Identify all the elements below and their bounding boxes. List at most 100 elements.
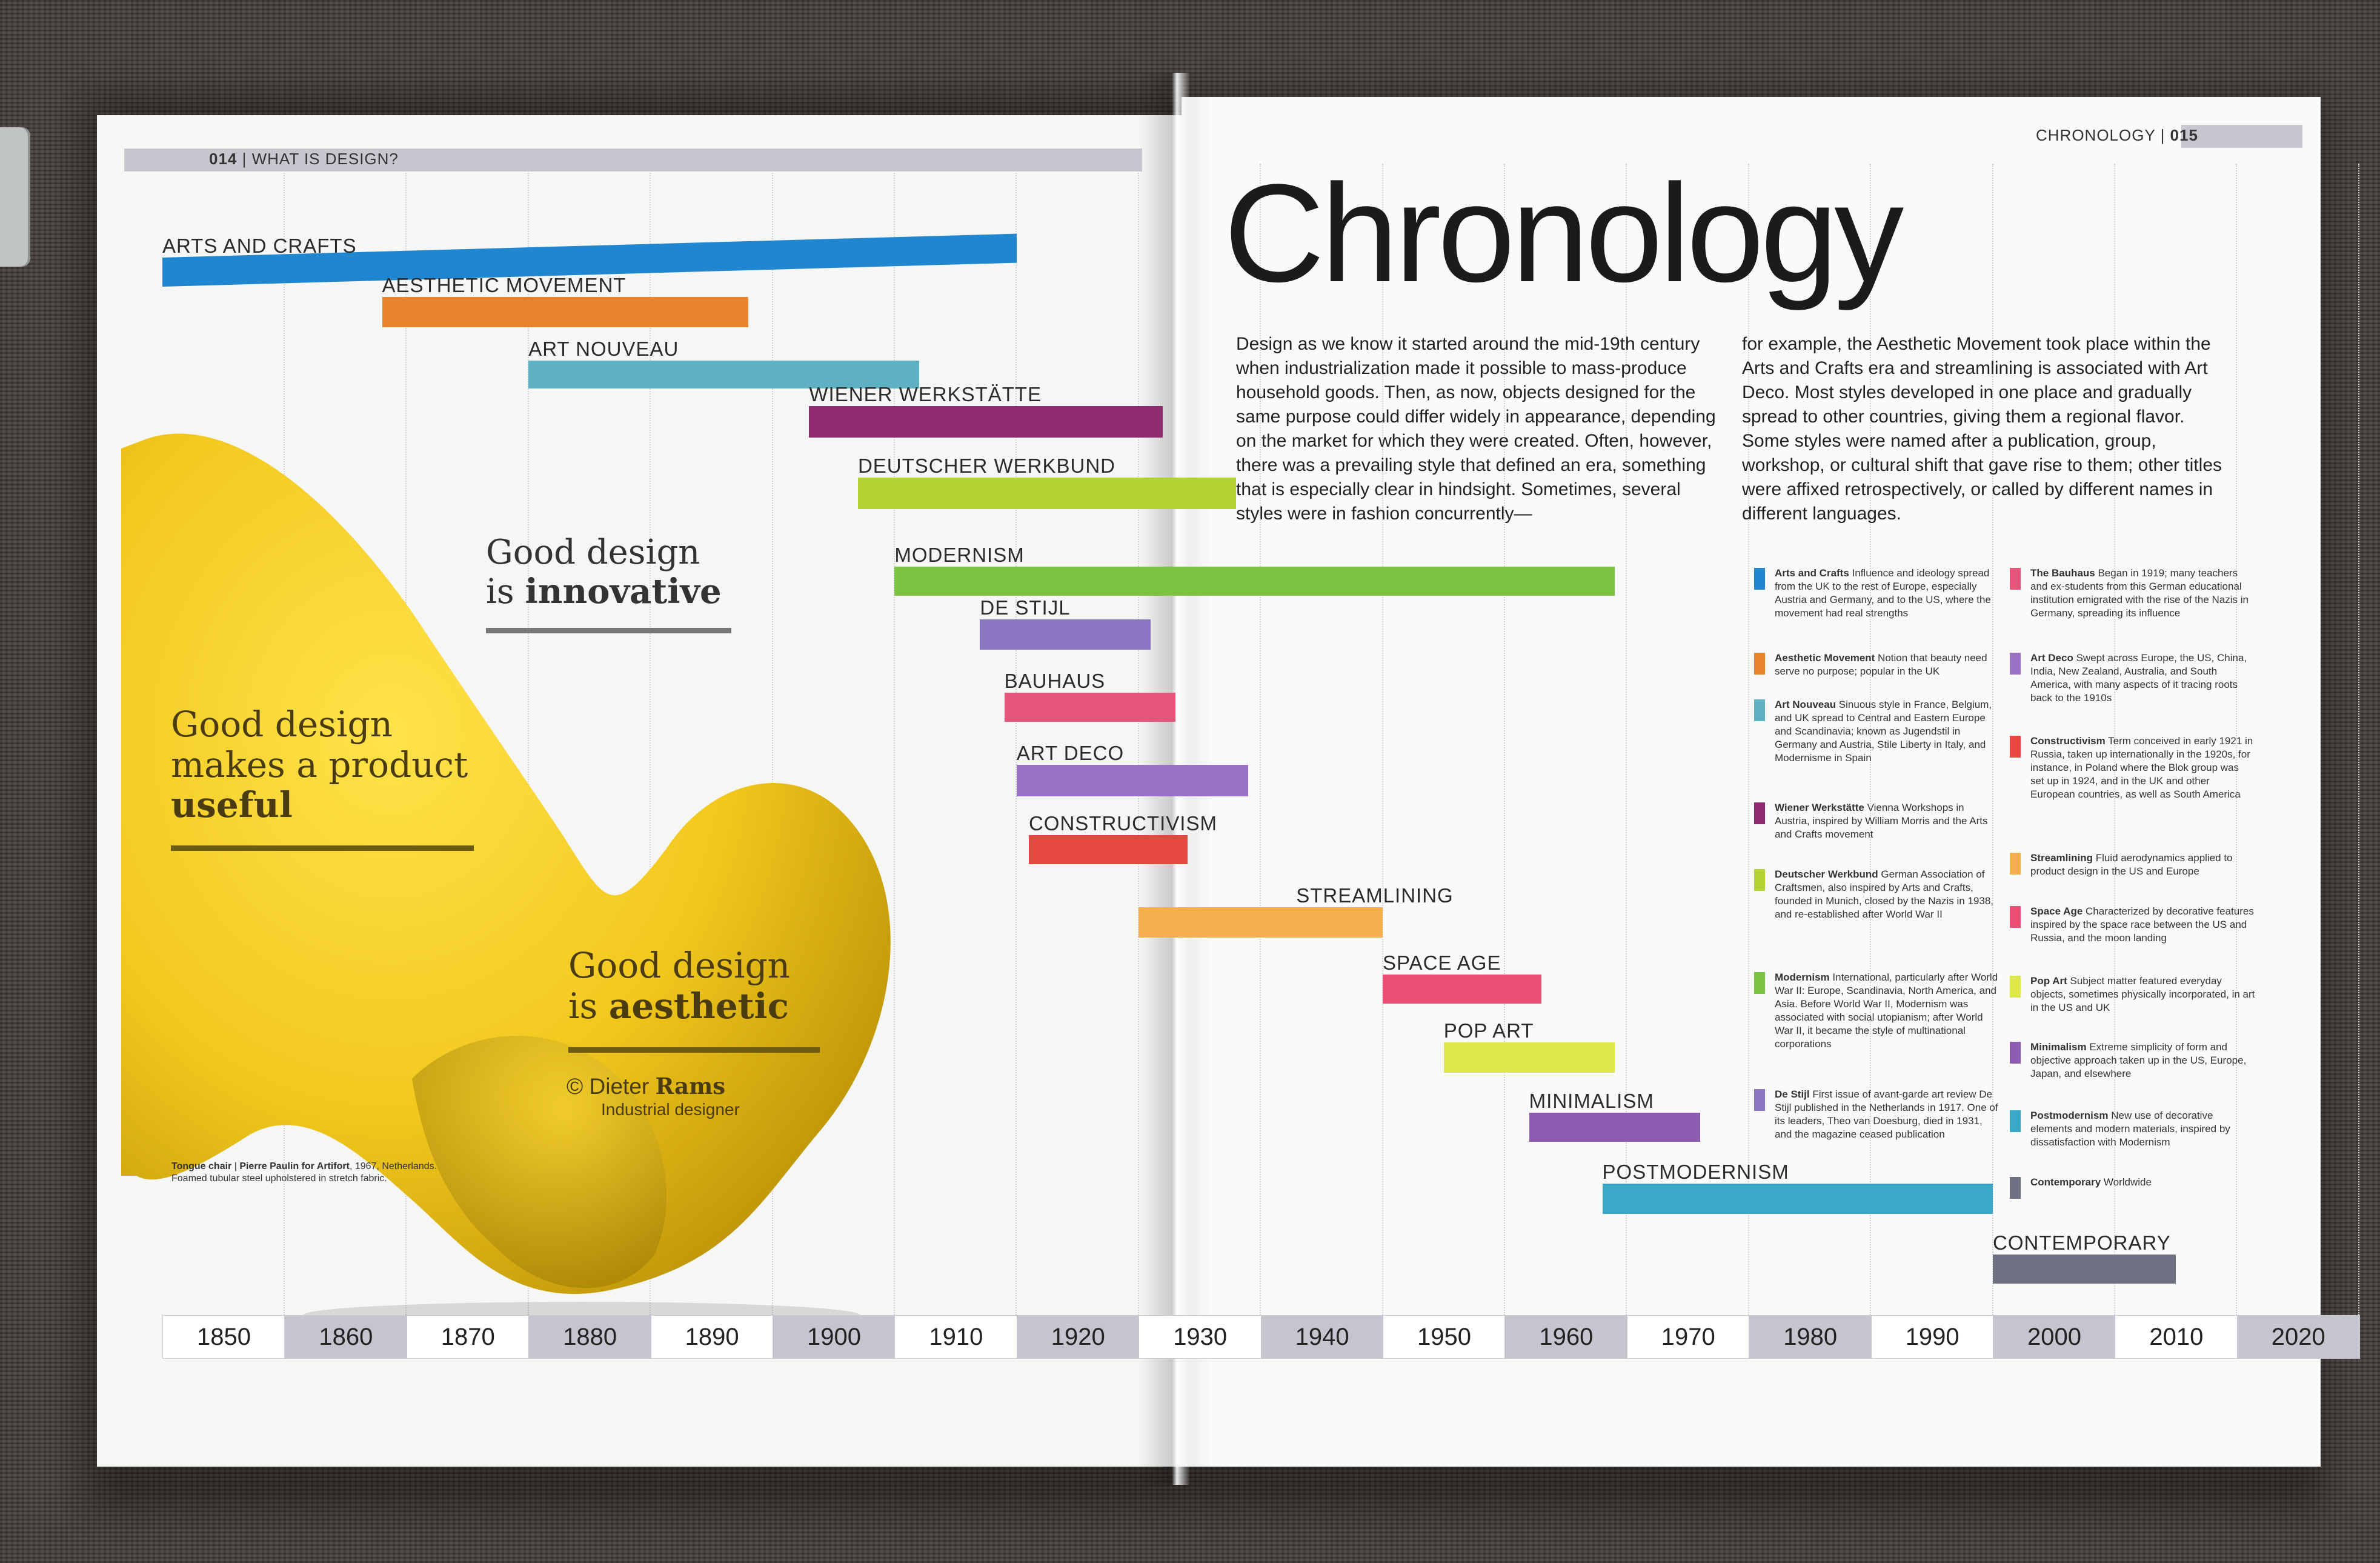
movement-bar xyxy=(809,406,1163,438)
legend-text: Modernism International, particularly af… xyxy=(1775,971,1998,1050)
quote-innovative-line2: is innovative xyxy=(486,572,722,612)
movement-bar xyxy=(1383,975,1541,1004)
movement-bar xyxy=(894,567,1615,596)
legend-name: The Bauhaus xyxy=(2030,567,2095,579)
movement-label: ARTS AND CRAFTS xyxy=(162,235,357,257)
movement-label: ART DECO xyxy=(1016,742,1125,764)
movement-label: DE STIJL xyxy=(980,596,1071,619)
movement-bar xyxy=(980,619,1151,650)
decade-gridline xyxy=(1626,164,1627,1315)
legend-name: Pop Art xyxy=(2030,975,2067,987)
decade-gridline xyxy=(650,164,651,1315)
legend-item: Contemporary Worldwide xyxy=(2010,1176,2255,1199)
legend-text: Wiener Werkstätte Vienna Workshops in Au… xyxy=(1775,802,1988,840)
decade-label: 2020 xyxy=(2236,1315,2360,1359)
decade-label: 1890 xyxy=(650,1315,774,1359)
movement-label: SPACE AGE xyxy=(1383,951,1501,974)
decade-label: 1960 xyxy=(1504,1315,1628,1359)
quote-aesthetic-line2: is aesthetic xyxy=(568,985,790,1027)
legend-swatch xyxy=(2010,1177,2021,1199)
page-title: Chronology xyxy=(1224,155,1904,311)
legend-text: Space Age Characterized by decorative fe… xyxy=(2030,905,2254,944)
right-header: CHRONOLOGY | 015 xyxy=(2036,126,2198,144)
rule-innovative xyxy=(486,628,731,633)
legend-text: De Stijl First issue of avant-garde art … xyxy=(1775,1088,1998,1140)
decade-label: 1990 xyxy=(1870,1315,1994,1359)
decade-label: 1850 xyxy=(162,1315,285,1359)
legend-swatch xyxy=(2010,736,2021,758)
rule-aesthetic xyxy=(568,1047,820,1053)
legend-swatch xyxy=(2010,853,2021,875)
decade-label: 1940 xyxy=(1260,1315,1384,1359)
legend-name: Minimalism xyxy=(2030,1041,2087,1053)
rule-useful xyxy=(171,845,474,851)
decade-gridline xyxy=(1504,164,1505,1315)
legend-name: Space Age xyxy=(2030,905,2083,917)
caption-title: Tongue chair xyxy=(171,1161,232,1171)
legend-name: Constructivism xyxy=(2030,735,2106,747)
movement-label: WIENER WERKSTÄTTE xyxy=(809,383,1042,405)
legend-item: Aesthetic Movement Notion that beauty ne… xyxy=(1754,652,1999,678)
legend-text: The Bauhaus Began in 1919; many teachers… xyxy=(2030,567,2249,619)
quote-useful-line1: Good design xyxy=(171,704,393,745)
legend-text: Streamlining Fluid aerodynamics applied … xyxy=(2030,852,2233,877)
decade-gridline xyxy=(1137,164,1139,1315)
legend-item: Art Nouveau Sinuous style in France, Bel… xyxy=(1754,698,1999,765)
left-header-bar xyxy=(124,148,1142,172)
photo-caption: Tongue chair | Pierre Paulin for Artifor… xyxy=(171,1161,437,1184)
decade-gridline xyxy=(1992,164,1993,1315)
legend-swatch xyxy=(1754,1089,1765,1111)
attribution-role: Industrial designer xyxy=(601,1100,740,1119)
decade-gridline xyxy=(2236,164,2238,1315)
right-page xyxy=(1182,97,2321,1467)
legend-text: Minimalism Extreme simplicity of form an… xyxy=(2030,1041,2247,1079)
legend-item: Deutscher Werkbund German Association of… xyxy=(1754,868,1999,921)
attribution-name: Rams xyxy=(655,1073,726,1099)
quote-innovative-line1: Good design xyxy=(486,533,700,572)
legend-swatch xyxy=(2010,653,2021,675)
movement-bar xyxy=(857,478,1237,509)
legend-swatch xyxy=(1754,699,1765,721)
legend-item: Constructivism Term conceived in early 1… xyxy=(2010,735,2255,801)
movement-bar xyxy=(382,297,748,327)
decade-label: 2000 xyxy=(1993,1315,2116,1359)
legend-item: Wiener Werkstätte Vienna Workshops in Au… xyxy=(1754,801,1999,841)
legend-item: Modernism International, particularly af… xyxy=(1754,971,1999,1051)
decade-label: 1980 xyxy=(1749,1315,1872,1359)
decade-label: 1860 xyxy=(284,1315,408,1359)
legend-text: Constructivism Term conceived in early 1… xyxy=(2030,735,2253,800)
movement-label: CONSTRUCTIVISM xyxy=(1028,812,1217,835)
attribution-pre: © Dieter xyxy=(567,1074,656,1099)
legend-name: Aesthetic Movement xyxy=(1775,652,1875,664)
legend-name: Art Deco xyxy=(2030,652,2073,664)
legend-name: De Stijl xyxy=(1775,1088,1810,1100)
decade-label: 1930 xyxy=(1138,1315,1262,1359)
movement-bar xyxy=(1016,765,1249,796)
decade-label: 1970 xyxy=(1626,1315,1750,1359)
movement-bar xyxy=(1004,693,1175,722)
movement-label: ART NOUVEAU xyxy=(528,338,679,360)
decade-gridline xyxy=(894,164,895,1315)
decade-label: 1870 xyxy=(406,1315,530,1359)
decade-label: 1910 xyxy=(894,1315,1018,1359)
movement-bar xyxy=(1602,1184,1993,1214)
left-section-title: WHAT IS DESIGN? xyxy=(251,150,399,168)
legend-text: Pop Art Subject matter featured everyday… xyxy=(2030,975,2255,1013)
decade-gridline xyxy=(1381,164,1383,1315)
legend-item: De Stijl First issue of avant-garde art … xyxy=(1754,1088,1999,1141)
legend-text: Postmodernism New use of decorative elem… xyxy=(2030,1110,2230,1148)
movement-label: POP ART xyxy=(1443,1019,1534,1042)
quote-innovative-bold: innovative xyxy=(525,572,722,612)
decade-label: 1920 xyxy=(1016,1315,1140,1359)
legend-name: Deutscher Werkbund xyxy=(1775,868,1878,880)
right-header-bar xyxy=(2181,125,2302,148)
movement-bar xyxy=(1529,1113,1700,1142)
movement-label: MODERNISM xyxy=(894,544,1025,566)
legend-swatch xyxy=(2010,568,2021,590)
legend-name: Arts and Crafts xyxy=(1775,567,1849,579)
legend-item: Streamlining Fluid aerodynamics applied … xyxy=(2010,851,2255,878)
legend-swatch xyxy=(2010,1042,2021,1064)
quote-aesthetic-bold: aesthetic xyxy=(608,985,789,1027)
movement-label: MINIMALISM xyxy=(1529,1090,1654,1112)
decade-gridline xyxy=(1747,164,1749,1315)
